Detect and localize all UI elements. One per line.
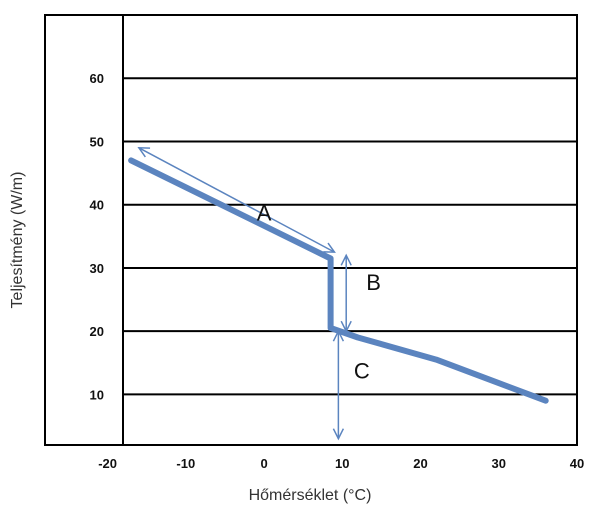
arrowhead	[340, 320, 352, 333]
x-tick-label: 40	[570, 456, 584, 471]
x-axis-title: Hőmérséklet (°C)	[249, 487, 372, 504]
y-tick-label: 50	[90, 134, 104, 149]
annotation-label-a: A	[257, 201, 272, 226]
y-tick-label: 30	[90, 261, 104, 276]
series-line-0	[128, 157, 549, 404]
y-axis-title: Teljesítmény (W/m)	[9, 172, 26, 309]
y-tick-label: 40	[90, 198, 104, 213]
y-tick-labels: 10 20 30 40 50 60	[90, 71, 104, 402]
x-tick-labels: -20 -10 0 10 20 30 40	[98, 456, 584, 471]
y-tick-label: 60	[90, 71, 104, 86]
arrowhead	[332, 428, 345, 441]
arrowhead	[323, 242, 336, 253]
y-tick-label: 10	[90, 387, 104, 402]
gridlines	[123, 77, 577, 396]
annotation-layer: A B C	[137, 147, 381, 441]
plot-frame	[44, 14, 578, 446]
y-tick-label: 20	[90, 324, 104, 339]
annotation-b: B	[340, 253, 381, 333]
x-tick-label: 30	[492, 456, 506, 471]
x-tick-label: 0	[260, 456, 267, 471]
x-tick-label: -10	[176, 456, 195, 471]
annotation-label-c: C	[354, 359, 370, 384]
arrowhead	[137, 147, 151, 158]
arrowhead	[340, 253, 352, 266]
annotation-arrow-line	[138, 147, 335, 253]
x-tick-label: 20	[413, 456, 427, 471]
annotation-a: A	[137, 147, 336, 253]
x-tick-label: 10	[335, 456, 349, 471]
x-tick-label: -20	[98, 456, 117, 471]
annotation-label-b: B	[366, 270, 381, 295]
annotation-c: C	[332, 329, 370, 441]
series-layer	[128, 157, 549, 404]
arrowhead	[332, 329, 345, 342]
